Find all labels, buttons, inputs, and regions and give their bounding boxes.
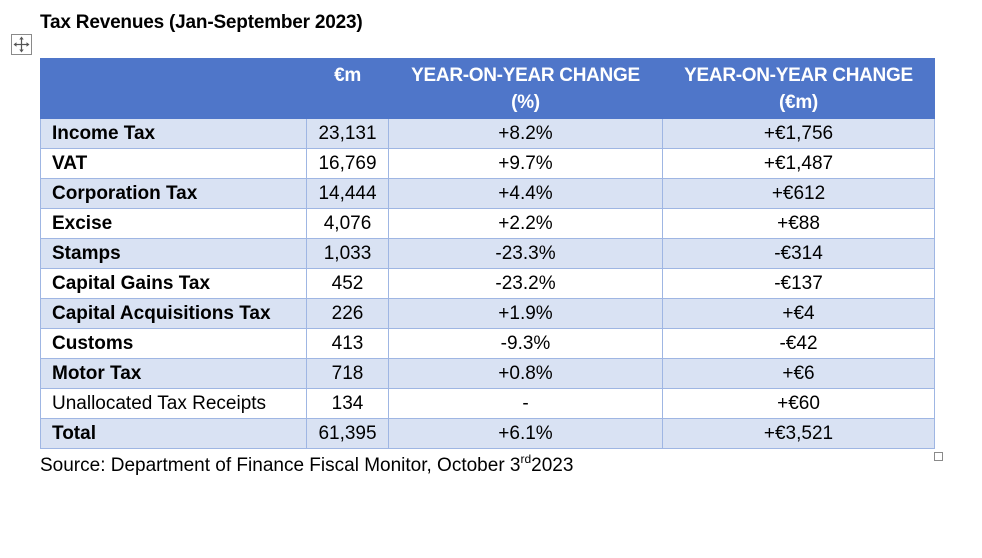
row-change-pct: +4.4% [388, 178, 663, 209]
table-row: Stamps 1,033 -23.3% -€314 [40, 238, 935, 269]
row-change-eur: +€3,521 [662, 418, 935, 449]
table-row: Unallocated Tax Receipts 134- +€60 [40, 388, 935, 419]
row-label: Income Tax [40, 118, 307, 149]
row-value: 718 [306, 358, 389, 389]
table-row: Customs 413 -9.3% -€42 [40, 328, 935, 359]
row-value: 16,769 [306, 148, 389, 179]
header-label-cell [40, 58, 307, 119]
table-row: VAT 16,769 +9.7% +€1,487 [40, 148, 935, 179]
header-change-pct: YEAR-ON-YEAR CHANGE (%) [388, 58, 663, 119]
row-change-pct: +0.8% [388, 358, 663, 389]
row-value: 134 [306, 388, 389, 419]
row-label: VAT [40, 148, 307, 179]
table-row: Capital Acquisitions Tax 226 +1.9% +€4 [40, 298, 935, 329]
header-change-pct-line2: (%) [511, 92, 540, 113]
row-label: Total [40, 418, 307, 449]
tax-revenue-table: €m YEAR-ON-YEAR CHANGE (%) YEAR-ON-YEAR … [40, 58, 935, 449]
row-change-eur: -€42 [662, 328, 935, 359]
row-label: Excise [40, 208, 307, 239]
row-label: Unallocated Tax Receipts [40, 388, 307, 419]
header-change-eur-line1: YEAR-ON-YEAR CHANGE [684, 65, 913, 86]
row-change-pct: -23.2% [388, 268, 663, 299]
row-change-eur: +€1,487 [662, 148, 935, 179]
source-prefix: Source: Department of Finance Fiscal Mon… [40, 455, 521, 476]
row-change-eur: +€4 [662, 298, 935, 329]
row-value: 413 [306, 328, 389, 359]
row-change-pct: -9.3% [388, 328, 663, 359]
row-change-pct: +1.9% [388, 298, 663, 329]
resize-square-icon[interactable] [934, 452, 943, 461]
row-value: 23,131 [306, 118, 389, 149]
row-value: 226 [306, 298, 389, 329]
row-value: 4,076 [306, 208, 389, 239]
row-change-eur: -€137 [662, 268, 935, 299]
header-change-eur: YEAR-ON-YEAR CHANGE (€m) [662, 58, 935, 119]
header-change-pct-line1: YEAR-ON-YEAR CHANGE [411, 65, 640, 86]
row-label: Stamps [40, 238, 307, 269]
row-label: Capital Acquisitions Tax [40, 298, 307, 329]
table-row: Income Tax 23,131 +8.2% +€1,756 [40, 118, 935, 149]
row-label: Motor Tax [40, 358, 307, 389]
row-change-pct: +6.1% [388, 418, 663, 449]
row-value: 1,033 [306, 238, 389, 269]
source-superscript: rd [520, 452, 532, 466]
table-row: Capital Gains Tax 452 -23.2% -€137 [40, 268, 935, 299]
row-change-eur: +€88 [662, 208, 935, 239]
row-change-pct: -23.3% [388, 238, 663, 269]
row-change-eur: +€6 [662, 358, 935, 389]
row-label: Capital Gains Tax [40, 268, 307, 299]
row-label: Corporation Tax [40, 178, 307, 209]
table-row: Motor Tax 718 +0.8% +€6 [40, 358, 935, 389]
row-change-eur: -€314 [662, 238, 935, 269]
header-value-text: €m [334, 65, 361, 86]
row-change-eur: +€60 [662, 388, 935, 419]
row-change-pct: +9.7% [388, 148, 663, 179]
table-title: Tax Revenues (Jan-September 2023) [40, 12, 363, 33]
row-change-pct: +2.2% [388, 208, 663, 239]
row-value: 452 [306, 268, 389, 299]
table-row: Corporation Tax 14,444 +4.4% +€612 [40, 178, 935, 209]
row-change-pct: - [388, 388, 663, 419]
table-row: Total 61,395 +6.1% +€3,521 [40, 418, 935, 449]
row-label: Customs [40, 328, 307, 359]
row-change-eur: +€612 [662, 178, 935, 209]
source-note: Source: Department of Finance Fiscal Mon… [40, 452, 574, 477]
row-change-pct: +8.2% [388, 118, 663, 149]
header-change-eur-line2: (€m) [779, 92, 818, 113]
row-value: 61,395 [306, 418, 389, 449]
header-value: €m [306, 58, 389, 119]
table-row: Excise 4,076 +2.2% +€88 [40, 208, 935, 239]
header-row: €m YEAR-ON-YEAR CHANGE (%) YEAR-ON-YEAR … [40, 58, 935, 119]
row-change-eur: +€1,756 [662, 118, 935, 149]
move-arrows-icon[interactable] [11, 34, 32, 55]
source-suffix: 2023 [531, 455, 574, 476]
row-value: 14,444 [306, 178, 389, 209]
